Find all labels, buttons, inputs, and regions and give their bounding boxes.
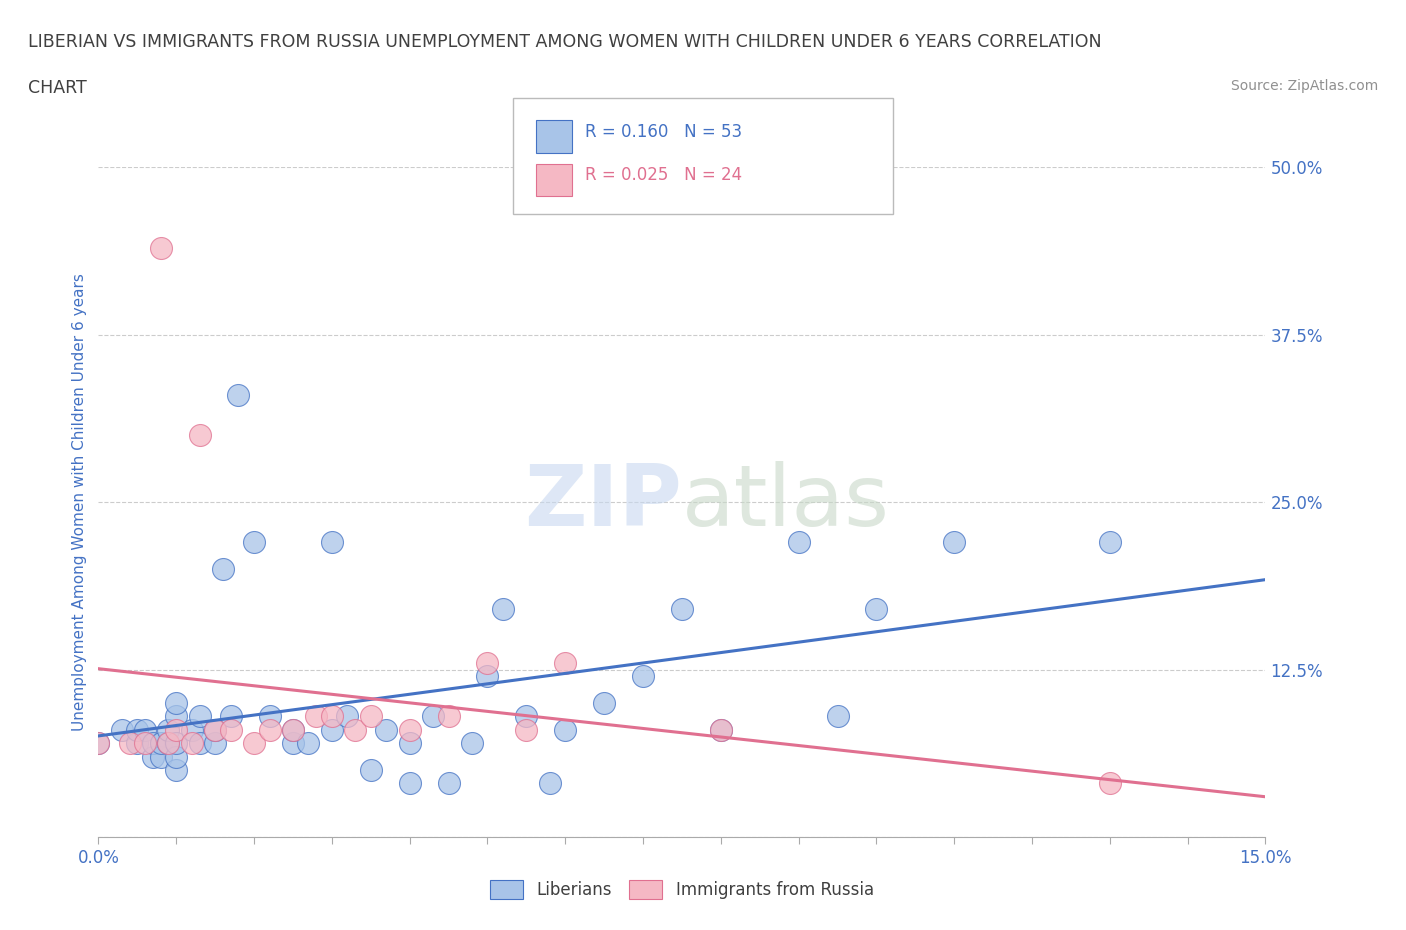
Point: [593, 696, 616, 711]
Point: [865, 602, 887, 617]
Point: [344, 723, 367, 737]
Point: [118, 736, 141, 751]
Point: [398, 776, 420, 790]
Point: [710, 723, 733, 737]
Text: R = 0.160   N = 53: R = 0.160 N = 53: [585, 123, 742, 140]
Point: [204, 723, 226, 737]
Point: [321, 709, 343, 724]
Point: [219, 723, 242, 737]
Point: [180, 723, 202, 737]
Text: Source: ZipAtlas.com: Source: ZipAtlas.com: [1230, 79, 1378, 93]
Point: [259, 709, 281, 724]
Y-axis label: Unemployment Among Women with Children Under 6 years: Unemployment Among Women with Children U…: [72, 273, 87, 731]
Point: [87, 736, 110, 751]
Point: [554, 723, 576, 737]
Point: [305, 709, 328, 724]
Point: [515, 723, 537, 737]
Point: [422, 709, 444, 724]
Text: ZIP: ZIP: [524, 460, 682, 544]
Point: [188, 428, 211, 443]
Point: [554, 656, 576, 671]
Point: [165, 763, 187, 777]
Point: [710, 723, 733, 737]
Point: [787, 535, 810, 550]
Point: [142, 750, 165, 764]
Point: [943, 535, 966, 550]
Point: [127, 736, 149, 751]
Point: [259, 723, 281, 737]
Point: [492, 602, 515, 617]
Point: [671, 602, 693, 617]
Point: [157, 723, 180, 737]
Point: [165, 696, 187, 711]
Point: [134, 723, 156, 737]
Legend: Liberians, Immigrants from Russia: Liberians, Immigrants from Russia: [484, 873, 880, 906]
Point: [134, 736, 156, 751]
Point: [281, 723, 304, 737]
Point: [375, 723, 398, 737]
Point: [127, 723, 149, 737]
Point: [243, 736, 266, 751]
Point: [157, 736, 180, 751]
Point: [243, 535, 266, 550]
Point: [281, 723, 304, 737]
Point: [157, 736, 180, 751]
Point: [297, 736, 319, 751]
Point: [1098, 535, 1121, 550]
Point: [360, 763, 382, 777]
Point: [212, 562, 235, 577]
Text: atlas: atlas: [682, 460, 890, 544]
Point: [398, 736, 420, 751]
Point: [538, 776, 561, 790]
Point: [437, 776, 460, 790]
Point: [515, 709, 537, 724]
Point: [204, 736, 226, 751]
Point: [321, 535, 343, 550]
Point: [165, 723, 187, 737]
Point: [477, 656, 499, 671]
Point: [188, 709, 211, 724]
Point: [149, 736, 172, 751]
Point: [111, 723, 134, 737]
Point: [188, 736, 211, 751]
Point: [204, 723, 226, 737]
Point: [149, 750, 172, 764]
Point: [398, 723, 420, 737]
Point: [360, 709, 382, 724]
Point: [336, 709, 359, 724]
Point: [321, 723, 343, 737]
Point: [142, 736, 165, 751]
Point: [165, 750, 187, 764]
Point: [461, 736, 484, 751]
Point: [228, 388, 250, 403]
Point: [477, 669, 499, 684]
Text: LIBERIAN VS IMMIGRANTS FROM RUSSIA UNEMPLOYMENT AMONG WOMEN WITH CHILDREN UNDER : LIBERIAN VS IMMIGRANTS FROM RUSSIA UNEMP…: [28, 33, 1102, 50]
Point: [1098, 776, 1121, 790]
Point: [180, 736, 202, 751]
Point: [87, 736, 110, 751]
Point: [149, 240, 172, 255]
Text: R = 0.025   N = 24: R = 0.025 N = 24: [585, 166, 742, 184]
Point: [631, 669, 654, 684]
Text: CHART: CHART: [28, 79, 87, 97]
Point: [165, 709, 187, 724]
Point: [827, 709, 849, 724]
Point: [165, 736, 187, 751]
Point: [219, 709, 242, 724]
Point: [437, 709, 460, 724]
Point: [281, 736, 304, 751]
